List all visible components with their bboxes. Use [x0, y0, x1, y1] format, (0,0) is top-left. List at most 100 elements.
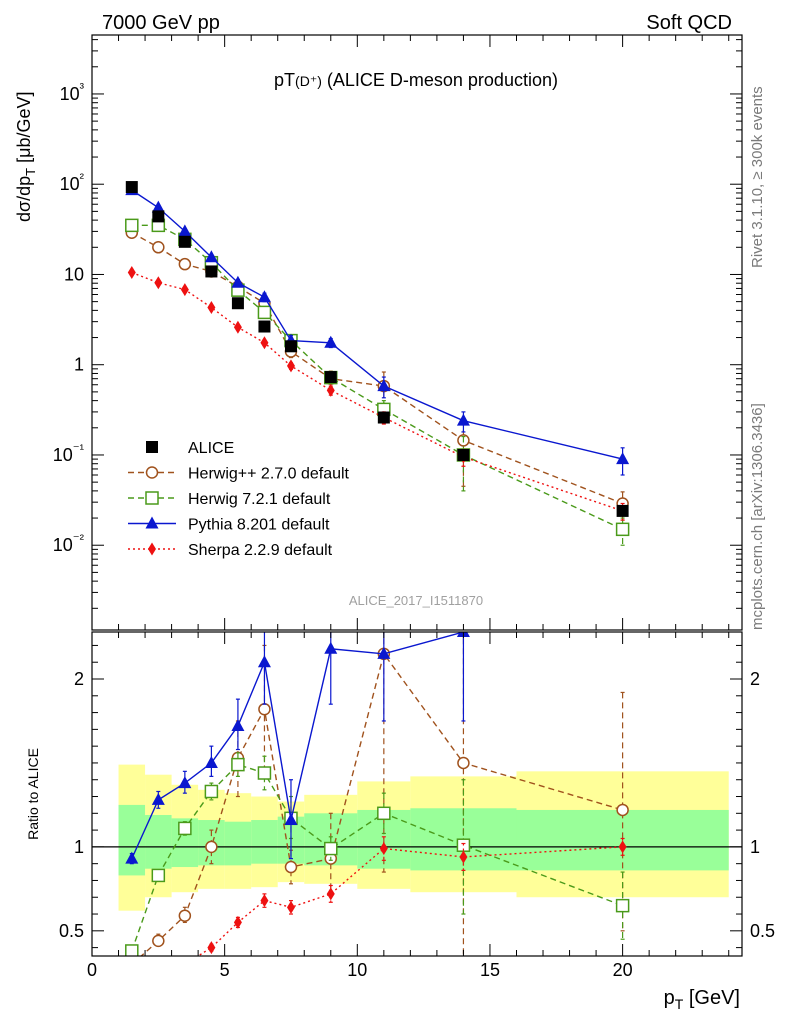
ratio-y-tick-label: 1: [74, 837, 84, 857]
ratio-plot-area: [92, 632, 742, 1003]
ratio-point: [618, 840, 627, 854]
axes: 0 5 10 15 20 10⁻² 10⁻¹ 1 10 10² 10³ 0.5 0.5 1 1 2 2: [53, 35, 775, 980]
legend-entry: Sherpa 2.2.9 default: [128, 542, 333, 559]
ratio-point: [151, 868, 166, 883]
series-alice: [125, 181, 629, 517]
legend-label: ALICE: [188, 440, 234, 457]
ratio-point: [125, 851, 139, 864]
ratio-frame: [91, 631, 743, 957]
data-point: [154, 276, 163, 290]
data-point: [205, 265, 218, 278]
ratio-point: [286, 900, 295, 914]
data-point: [258, 320, 271, 333]
ratio-point: [326, 887, 335, 901]
data-point: [204, 250, 218, 263]
data-point: [125, 218, 139, 233]
data-point: [231, 297, 244, 310]
analysis-watermark: ALICE_2017_I1511870: [349, 593, 483, 608]
y-tick-label: 10⁻¹: [53, 441, 85, 465]
series-pythia-8-201-default: [125, 183, 630, 476]
legend-entry: Pythia 8.201 default: [128, 516, 330, 534]
legend-marker: [145, 466, 159, 479]
data-point: [616, 452, 630, 465]
ratio-point: [324, 641, 338, 654]
data-point: [152, 241, 165, 254]
x-axis-label: pT [GeV]: [664, 987, 740, 1012]
data-point: [180, 283, 189, 297]
ratio-point: [125, 944, 139, 956]
ratio-point: [616, 803, 629, 817]
data-point: [324, 335, 338, 348]
ratio-point: [204, 784, 219, 799]
y-tick-label: 10²: [60, 170, 85, 194]
data-point: [231, 275, 245, 288]
data-point: [152, 210, 165, 223]
side-label-mcplots: mcplots.cern.ch [arXiv:1306.3436]: [749, 403, 766, 630]
ratio-point: [151, 792, 165, 805]
data-point: [233, 320, 242, 334]
band-segment: [224, 821, 252, 866]
data-point: [257, 290, 271, 303]
data-point: [207, 301, 216, 315]
ratio-point: [258, 702, 271, 716]
data-point: [377, 379, 391, 392]
ratio-y-tick-label-right: 2: [750, 669, 760, 689]
ratio-point: [207, 941, 216, 955]
ratio-series-herwig-7-2-1-default: [125, 752, 630, 956]
data-point: [456, 413, 470, 426]
ratio-line: [196, 846, 623, 956]
ratio-point: [257, 655, 271, 668]
legend-entry: Herwig++ 2.7.0 default: [128, 466, 350, 483]
data-point: [178, 224, 192, 237]
legend-marker: [145, 516, 159, 529]
ratio-point: [181, 958, 189, 971]
ratio-point: [126, 959, 137, 970]
ratio-y-tick-label: 2: [74, 669, 84, 689]
ratio-point: [231, 719, 245, 732]
main-plot-area: [125, 181, 630, 546]
legend-label: Herwig 7.2.1 default: [188, 491, 331, 508]
ratio-y-tick-label: 0.5: [59, 921, 84, 941]
series-line: [131, 189, 623, 460]
ratio-point: [154, 978, 162, 991]
legend-label: Sherpa 2.2.9 default: [188, 542, 333, 559]
legend-marker: [145, 491, 159, 505]
y-tick-label: 10⁻²: [53, 531, 85, 555]
x-tick-label: 10: [347, 960, 367, 980]
band-segment: [118, 804, 146, 876]
data-point: [127, 266, 136, 280]
legend-label: Herwig++ 2.7.0 default: [188, 466, 350, 483]
ratio-point: [284, 860, 298, 874]
data-point: [286, 359, 295, 373]
ratio-point: [377, 806, 391, 821]
data-point: [616, 504, 629, 517]
ratio-point: [152, 934, 165, 948]
ratio-point: [379, 842, 388, 856]
data-point: [260, 336, 269, 350]
ratio-point: [615, 898, 630, 913]
ratio-point: [233, 915, 242, 929]
ratio-point: [457, 756, 470, 770]
data-point: [125, 181, 138, 194]
plot-title: pT(D⁺) (ALICE D-meson production): [274, 70, 558, 90]
legend-label: Pythia 8.201 default: [188, 517, 330, 534]
ratio-point: [128, 990, 136, 1003]
legend-marker: [148, 542, 156, 556]
y-axis-label-ratio: Ratio to ALICE: [25, 748, 41, 840]
ratio-y-tick-label-right: 0.5: [750, 921, 775, 941]
ratio-point: [260, 894, 269, 908]
header-right: Soft QCD: [646, 12, 732, 34]
legend: ALICE Herwig++ 2.7.0 default Herwig 7.2.1 …: [128, 440, 350, 559]
data-point: [151, 200, 165, 213]
ratio-point: [178, 909, 192, 922]
x-tick-label: 20: [613, 960, 633, 980]
legend-entry: ALICE: [146, 440, 234, 457]
data-point: [284, 340, 297, 353]
band-segment: [145, 814, 172, 869]
legend-entry: Herwig 7.2.1 default: [128, 491, 331, 508]
x-tick-label: 0: [87, 960, 97, 980]
data-point: [377, 411, 390, 424]
y-axis-label-main: dσ/dpT [μb/GeV]: [14, 91, 38, 222]
ratio-point: [178, 821, 192, 836]
ratio-series-sherpa-2-2-9-default: [128, 836, 627, 1003]
